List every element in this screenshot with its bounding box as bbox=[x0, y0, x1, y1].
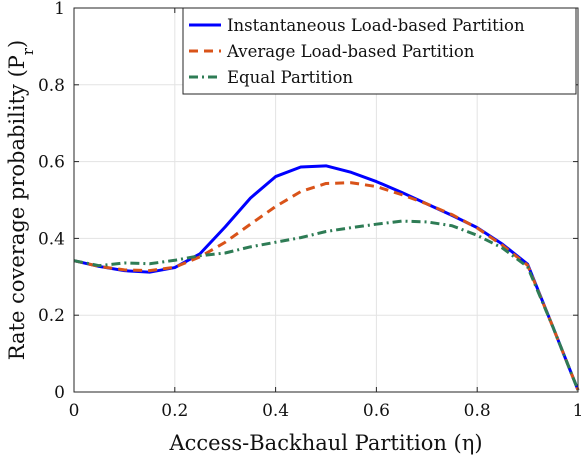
legend: Instantaneous Load-based Partition Averag… bbox=[182, 7, 577, 95]
x-tick-label: 0.6 bbox=[363, 401, 390, 421]
x-axis-label: Access-Backhaul Partition (η) bbox=[168, 431, 482, 455]
legend-label-1: Instantaneous Load-based Partition bbox=[227, 16, 525, 35]
legend-label-2: Average Load-based Partition bbox=[226, 42, 475, 61]
x-tick-label: 0.8 bbox=[464, 401, 491, 421]
series-layer bbox=[73, 164, 580, 391]
x-tick-label: 0 bbox=[69, 401, 80, 421]
y-axis-label-subscript: r bbox=[19, 47, 37, 55]
y-tick-label: 0.6 bbox=[38, 153, 65, 173]
y-tick-label: 0 bbox=[54, 383, 65, 403]
y-tick-label: 0.4 bbox=[38, 229, 65, 249]
legend-label-3: Equal Partition bbox=[227, 68, 353, 87]
x-tick-label: 1 bbox=[573, 401, 581, 421]
tick-labels: 0 0.2 0.4 0.6 0.8 1 0 0.2 0.4 0.6 0.8 1 bbox=[38, 0, 581, 421]
y-tick-label: 1 bbox=[54, 0, 65, 19]
legend-box bbox=[182, 7, 577, 95]
series-line-1 bbox=[73, 164, 580, 391]
series-line-2 bbox=[73, 181, 580, 391]
y-tick-label: 0.8 bbox=[38, 76, 65, 96]
y-axis-label-main: Rate coverage probability (P bbox=[5, 55, 29, 360]
y-tick-label: 0.2 bbox=[38, 306, 65, 326]
x-tick-label: 0.4 bbox=[262, 401, 289, 421]
y-axis-label: Rate coverage probability (Pr) bbox=[5, 40, 37, 361]
y-axis-label-close: ) bbox=[5, 40, 29, 48]
x-tick-label: 0.2 bbox=[161, 401, 188, 421]
series-line-3 bbox=[73, 219, 580, 391]
